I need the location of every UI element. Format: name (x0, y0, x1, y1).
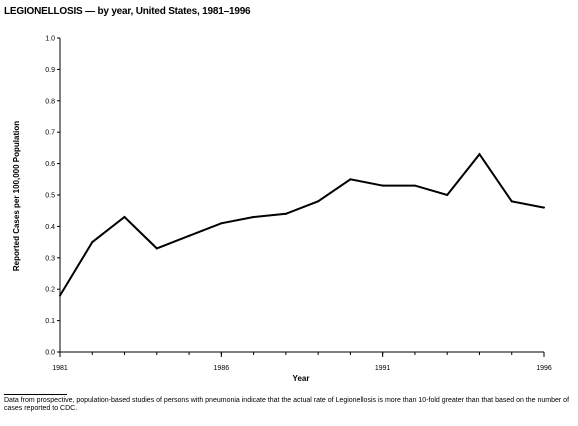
data-point (510, 200, 513, 203)
x-tick-label: 1996 (536, 365, 552, 372)
y-tick-label: 0.7 (45, 130, 55, 137)
x-axis-ticks: 1981 1986 1991 1996 (52, 352, 552, 372)
data-point (446, 194, 449, 196)
x-tick-label: 1991 (375, 365, 391, 372)
x-tick-label: 1986 (214, 365, 230, 372)
y-tick-label: 0.6 (45, 161, 55, 168)
footnote-divider (4, 394, 67, 395)
y-tick-label: 0.0 (45, 350, 55, 357)
y-tick-label: 0.9 (45, 67, 55, 74)
y-axis-label: Reported Cases per 100,000 Population (12, 121, 21, 271)
x-tick-label: 1981 (52, 365, 68, 372)
data-point (252, 215, 255, 218)
axes (59, 38, 544, 353)
y-tick-label: 0.5 (45, 193, 55, 200)
y-tick-label: 0.1 (45, 318, 55, 325)
data-point (478, 153, 481, 156)
data-point (284, 212, 287, 215)
series-group (59, 152, 545, 297)
chart-title: LEGIONELLOSIS — by year, United States, … (4, 6, 251, 17)
series-line (59, 152, 545, 297)
data-point (381, 184, 384, 187)
y-tick-label: 0.2 (45, 287, 55, 294)
y-tick-label: 1.0 (45, 36, 55, 43)
data-point (188, 234, 191, 237)
footnote: Data from prospective, population-based … (4, 397, 570, 412)
data-point (220, 222, 223, 225)
y-tick-label: 0.8 (45, 98, 55, 105)
y-tick-label: 0.4 (45, 224, 55, 231)
y-tick-label: 0.3 (45, 255, 55, 262)
data-point (155, 247, 158, 250)
data-point (349, 178, 352, 181)
y-axis-ticks: 0.0 0.1 0.2 0.3 0.4 0.5 0.6 0.7 0.8 0.9 1.0 (45, 36, 60, 357)
data-point (317, 200, 320, 203)
data-point (123, 215, 126, 218)
data-point (413, 184, 416, 187)
data-point (91, 241, 94, 244)
data-point (59, 294, 61, 297)
x-axis-label: Year (293, 374, 310, 383)
data-point (543, 206, 545, 209)
